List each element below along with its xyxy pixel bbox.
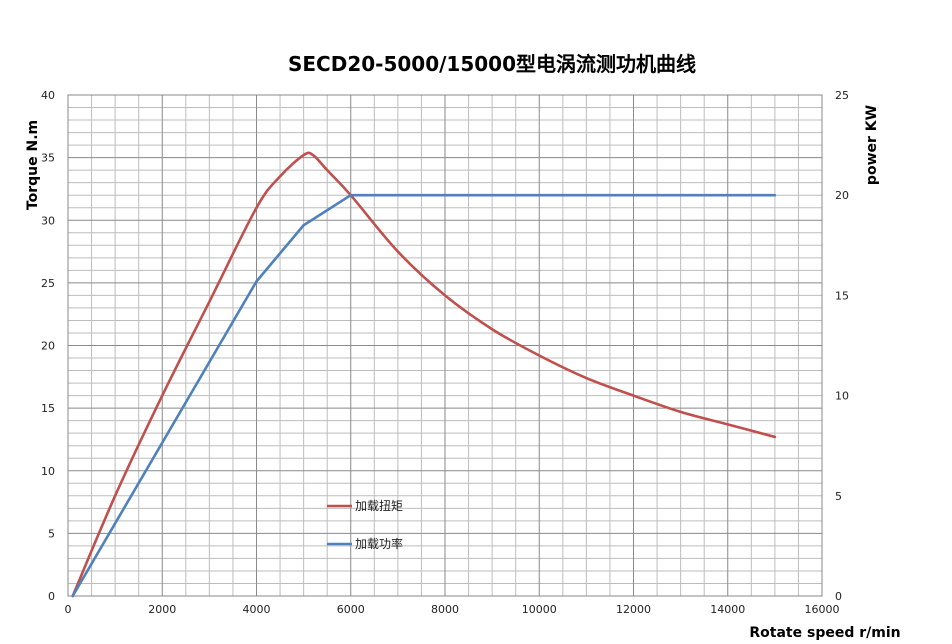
y-tick-label: 35 xyxy=(41,152,55,165)
y-tick-label: 20 xyxy=(41,340,55,353)
y2-tick-label: 15 xyxy=(835,289,849,302)
chart-title: SECD20-5000/15000型电涡流测功机曲线 xyxy=(288,52,696,76)
series-line-2 xyxy=(71,193,777,598)
x-tick-label: 10000 xyxy=(522,603,557,616)
y2-tick-label: 0 xyxy=(835,590,842,603)
x-tick-label: 4000 xyxy=(243,603,271,616)
y-tick-label: 25 xyxy=(41,277,55,290)
x-tick-label: 14000 xyxy=(710,603,745,616)
plot-area xyxy=(67,94,823,597)
y2-tick-label: 25 xyxy=(835,89,849,102)
series-line-1 xyxy=(71,151,777,598)
y2-tick-label: 10 xyxy=(835,390,849,403)
y-tick-label: 30 xyxy=(41,214,55,227)
x-tick-label: 8000 xyxy=(431,603,459,616)
x-tick-label: 2000 xyxy=(148,603,176,616)
y-tick-label: 0 xyxy=(48,590,55,603)
x-tick-labels: 0 2000 4000 6000 8000 10000 12000 14000 16000 xyxy=(65,603,840,616)
y-tick-labels: 0 5 10 15 20 25 30 35 40 xyxy=(41,89,55,603)
x-tick-label: 0 xyxy=(65,603,72,616)
x-axis-title: Rotate speed r/min xyxy=(749,625,900,641)
y2-tick-label: 20 xyxy=(835,189,849,202)
series-lines xyxy=(71,151,777,598)
y2-tick-labels: 0 5 10 15 20 25 xyxy=(835,89,849,603)
y-tick-label: 40 xyxy=(41,89,55,102)
y2-axis-title: power KW xyxy=(864,105,880,185)
y-tick-label: 10 xyxy=(41,465,55,478)
y-tick-label: 15 xyxy=(41,402,55,415)
x-tick-label: 16000 xyxy=(805,603,840,616)
legend-label: 加载功率 xyxy=(355,536,403,551)
x-tick-label: 6000 xyxy=(337,603,365,616)
legend-label: 加载扭矩 xyxy=(355,499,403,513)
y-tick-label: 5 xyxy=(48,527,55,540)
y2-tick-label: 5 xyxy=(835,490,842,503)
y-axis-title: Torque N.m xyxy=(25,120,41,210)
x-tick-label: 12000 xyxy=(616,603,651,616)
